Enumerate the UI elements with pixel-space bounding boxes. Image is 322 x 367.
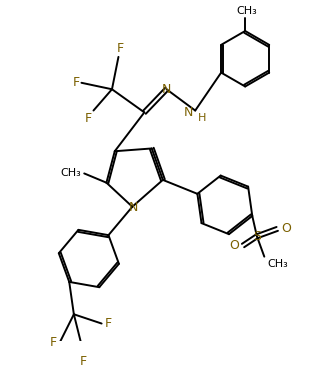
Text: F: F xyxy=(80,355,87,367)
Text: F: F xyxy=(84,112,92,126)
Text: S: S xyxy=(253,230,261,243)
Text: F: F xyxy=(104,317,111,330)
Text: H: H xyxy=(198,113,206,123)
Text: O: O xyxy=(230,239,239,252)
Text: CH₃: CH₃ xyxy=(237,6,257,16)
Text: CH₃: CH₃ xyxy=(267,259,288,269)
Text: N: N xyxy=(128,201,138,214)
Text: N: N xyxy=(184,106,194,119)
Text: N: N xyxy=(162,83,171,96)
Text: F: F xyxy=(50,335,57,349)
Text: F: F xyxy=(117,42,124,55)
Text: F: F xyxy=(72,76,80,89)
Text: O: O xyxy=(281,222,291,235)
Text: CH₃: CH₃ xyxy=(61,167,81,178)
